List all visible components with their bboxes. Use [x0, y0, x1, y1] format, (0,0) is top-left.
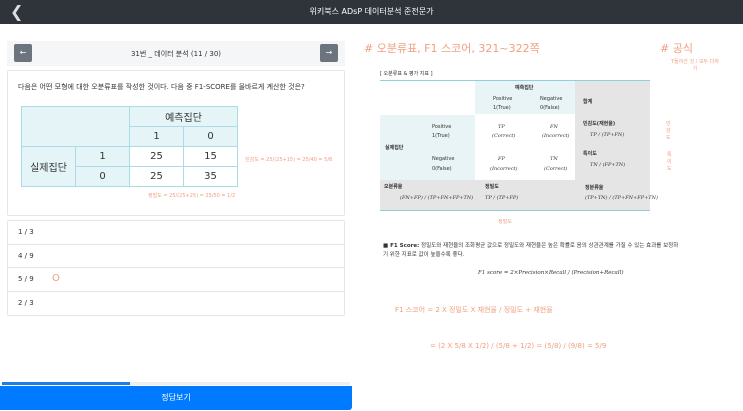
chevron-left-icon[interactable]: ❮: [10, 2, 24, 21]
pred-col: 1: [129, 126, 184, 147]
cell: 15: [183, 146, 238, 167]
question-text: 다음은 어떤 모형에 대한 오분류표를 작성한 것이다. 다음 중 F1-SCO…: [18, 83, 305, 91]
f1-description: ■ F1 Score: 정밀도와 재현율의 조화평균 값으로 정밀도와 재현율은…: [383, 242, 683, 260]
recall-annotation: 민감도 = 25/(25+15) = 25/40 = 5/8: [245, 157, 333, 163]
row-label: 0: [75, 166, 130, 187]
option-2[interactable]: 4 / 9: [8, 245, 344, 268]
hand-sens: 민감도: [666, 121, 671, 141]
pred-label: 예측집단: [515, 85, 534, 91]
tn: TN: [550, 156, 558, 162]
sens-formula: TP / (TP+FN): [590, 132, 625, 138]
table-title: [ 오분류표 & 평가 지표 ]: [380, 71, 433, 77]
spec-label: 특이도: [583, 151, 597, 157]
f1-formula: F1 score = 2×Precision×Recall / (Precisi…: [478, 270, 624, 276]
hand-calc: = (2 X 5/8 X 1/2) / (5/8 + 1/2) = (5/8) …: [430, 342, 607, 350]
err-formula: (FN+FP) / (TP+FN+FP+TN): [400, 195, 474, 201]
f1-text: 정밀도와 재현율의 조화평균 값으로 정밀도와 재현율은 높은 확률로 음의 상…: [383, 243, 679, 258]
sum-label: 합계: [583, 99, 593, 105]
formula-heading: # 공식: [660, 42, 693, 55]
actual-label: 실제집단: [385, 145, 404, 151]
fp: FP: [498, 156, 505, 162]
row-label: 1: [75, 146, 130, 167]
corner-cell: [21, 106, 130, 147]
question-nav: ← 31번 _ 데이터 분석 (11 / 30) →: [7, 41, 345, 66]
app-header: ❮ 위키북스 ADsP 데이터분석 준전문가: [0, 0, 743, 24]
formula-note: T들어간 것 / 모두 더하기: [671, 59, 719, 72]
pos1-label: 1(True): [493, 105, 511, 111]
hand-f1: F1 스코어 = 2 X 정밀도 X 재현율 / 정밀도 + 재현율: [395, 306, 553, 314]
notes-heading: # 오분류표, F1 스코어, 321~322쪽: [364, 42, 540, 55]
app-title: 위키북스 ADsP 데이터분석 준전문가: [309, 7, 434, 16]
correct-mark: O: [52, 273, 60, 284]
progress-bar: [2, 382, 350, 385]
tp: TP: [498, 124, 505, 130]
option-label: 4 / 9: [18, 251, 34, 260]
neg-label: Negative: [540, 96, 563, 102]
confusion-reference-image: [ 오분류표 & 평가 지표 ] 예측집단 Positive 1(True) N…: [380, 71, 672, 225]
question-number: 31번 _ 데이터 분석 (11 / 30): [130, 50, 222, 58]
f1-label: ■ F1 Score:: [383, 243, 420, 249]
fp-note: (Incorrect): [490, 166, 518, 172]
neg0-row: 0(False): [432, 166, 452, 172]
arrow-left-icon[interactable]: ←: [14, 44, 32, 62]
question-card: 다음은 어떤 모형에 대한 오분류표를 작성한 것이다. 다음 중 F1-SCO…: [7, 70, 345, 216]
hand-spec: 특이도: [667, 152, 672, 172]
sens-label: 민감도(재현율): [583, 121, 616, 127]
tn-note: (Correct): [544, 166, 568, 172]
option-label: 1 / 3: [18, 228, 34, 236]
prec-label: 정밀도: [485, 184, 499, 190]
options-list: 1 / 3 4 / 9 5 / 9 O 2 / 3: [7, 220, 345, 316]
pred-header: 예측집단: [129, 106, 238, 127]
acc-formula: (TP+TN) / (TP+FN+FP+TN): [585, 195, 658, 201]
fn: FN: [550, 124, 558, 130]
fn-note: (Incorrect): [542, 133, 570, 139]
spec-formula: TN / (FP+TN): [590, 162, 626, 168]
acc-label: 정분류율: [585, 185, 604, 191]
option-label: 5 / 9: [18, 275, 34, 283]
cell: 35: [183, 166, 238, 187]
prec-formula: TP / (TP+FP): [485, 195, 519, 201]
option-3[interactable]: 5 / 9 O: [8, 268, 344, 292]
pos-label: Positive: [493, 96, 513, 102]
tp-note: (Correct): [492, 133, 516, 139]
option-4[interactable]: 2 / 3: [8, 292, 344, 316]
precision-annotation: 정밀도 = 25/(25+25) = 25/50 = 1/2: [148, 193, 236, 199]
cell: 25: [129, 166, 184, 187]
arrow-right-icon[interactable]: →: [320, 44, 338, 62]
pred-col: 0: [183, 126, 238, 147]
err-label: 오분류율: [384, 184, 403, 190]
neg0-label: 0(False): [540, 105, 560, 111]
hand-prec: 정밀도: [498, 219, 512, 225]
progress-fill: [2, 382, 130, 385]
cell: 25: [129, 146, 184, 167]
show-answer-button[interactable]: 정답보기: [0, 386, 352, 410]
neg-row: Negative: [432, 156, 455, 162]
pos-row: Positive: [432, 124, 452, 130]
option-1[interactable]: 1 / 3: [8, 221, 344, 245]
actual-header: 실제집단: [21, 146, 76, 187]
pos1-row: 1(True): [432, 133, 450, 139]
option-label: 2 / 3: [18, 298, 34, 307]
